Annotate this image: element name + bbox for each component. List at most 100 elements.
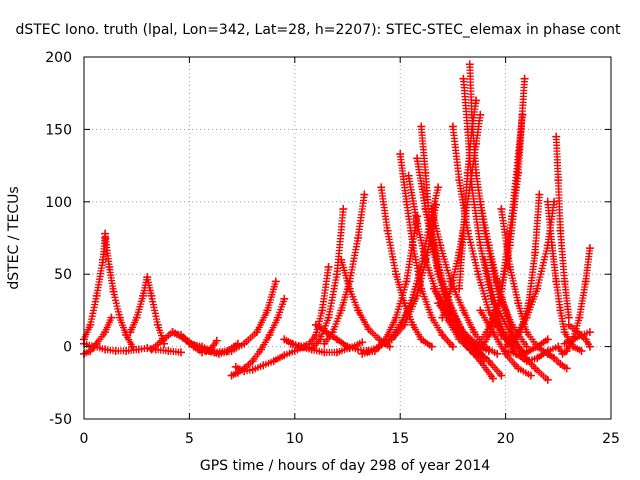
data-point: [332, 270, 341, 279]
data-point: [491, 313, 500, 322]
data-point: [476, 197, 485, 206]
data-point: [469, 349, 478, 358]
data-point: [480, 255, 489, 264]
data-point: [86, 346, 95, 355]
data-point: [533, 342, 542, 351]
data-point: [404, 171, 413, 180]
x-tick-label: 15: [391, 431, 409, 447]
data-point: [497, 205, 506, 214]
data-point: [391, 270, 400, 279]
data-point: [556, 306, 565, 315]
data-point: [240, 339, 249, 348]
data-point: [402, 277, 411, 286]
data-point: [562, 364, 571, 373]
data-point: [337, 306, 346, 315]
data-point: [455, 248, 464, 257]
data-point: [109, 287, 118, 296]
data-point: [332, 335, 341, 344]
y-tick-label: 0: [63, 340, 72, 356]
y-axis-label: dSTEC / TECUs: [6, 186, 22, 289]
data-point: [522, 348, 531, 357]
data-point: [320, 339, 329, 348]
data-point: [455, 284, 464, 293]
data-arc: [202, 277, 280, 358]
data-point: [316, 335, 325, 344]
data-point: [564, 313, 573, 322]
data-point: [556, 226, 565, 235]
data-point: [543, 197, 552, 206]
data-point: [132, 313, 141, 322]
data-point: [337, 255, 346, 264]
data-point: [324, 313, 333, 322]
data-arc: [501, 335, 552, 358]
data-point: [280, 294, 289, 303]
data-point: [417, 262, 426, 271]
data-point: [295, 342, 304, 351]
data-point: [469, 328, 478, 337]
data-point: [345, 277, 354, 286]
data-point: [484, 357, 493, 366]
data-point: [280, 335, 289, 344]
data-point: [98, 255, 107, 264]
data-point: [505, 262, 514, 271]
data-point: [413, 154, 422, 163]
data-point: [491, 299, 500, 308]
data-point: [455, 331, 464, 340]
data-point: [526, 371, 535, 380]
data-point: [438, 331, 447, 340]
data-point: [358, 349, 367, 358]
data-point: [476, 110, 485, 119]
data-point: [143, 344, 152, 353]
data-point: [354, 306, 363, 315]
data-point: [467, 110, 476, 119]
data-point: [531, 248, 540, 257]
data-arc: [472, 74, 529, 351]
data-point: [474, 270, 483, 279]
data-arc: [377, 183, 436, 351]
data-point: [377, 183, 386, 192]
data-point: [558, 349, 567, 358]
data-point: [547, 241, 556, 250]
data-point: [514, 299, 523, 308]
data-point: [328, 328, 337, 337]
data-point: [427, 313, 436, 322]
x-tick-label: 5: [185, 431, 194, 447]
data-arc: [295, 338, 367, 357]
data-point: [375, 342, 384, 351]
data-point: [271, 277, 280, 286]
data-point: [115, 313, 124, 322]
data-point: [484, 346, 493, 355]
data-point: [324, 262, 333, 271]
data-point: [484, 306, 493, 315]
data-point: [413, 219, 422, 228]
data-point: [231, 362, 240, 371]
data-series: [80, 60, 594, 384]
data-arc: [480, 255, 552, 384]
data-point: [358, 338, 367, 347]
x-tick-label: 0: [80, 431, 89, 447]
data-point: [214, 349, 223, 358]
data-point: [438, 284, 447, 293]
data-arc: [101, 229, 137, 351]
data-point: [318, 306, 327, 315]
data-point: [122, 331, 131, 340]
data-arc: [320, 190, 369, 348]
data-point: [402, 197, 411, 206]
data-point: [531, 364, 540, 373]
data-point: [128, 342, 137, 351]
data-point: [585, 328, 594, 337]
data-point: [332, 348, 341, 357]
data-point: [227, 371, 236, 380]
data-point: [427, 342, 436, 351]
y-tick-label: 100: [45, 195, 72, 211]
data-point: [522, 357, 531, 366]
data-point: [240, 367, 249, 376]
data-point: [385, 335, 394, 344]
data-point: [383, 226, 392, 235]
data-point: [413, 291, 422, 300]
data-point: [143, 273, 152, 282]
data-point: [533, 354, 542, 363]
data-point: [438, 313, 447, 322]
